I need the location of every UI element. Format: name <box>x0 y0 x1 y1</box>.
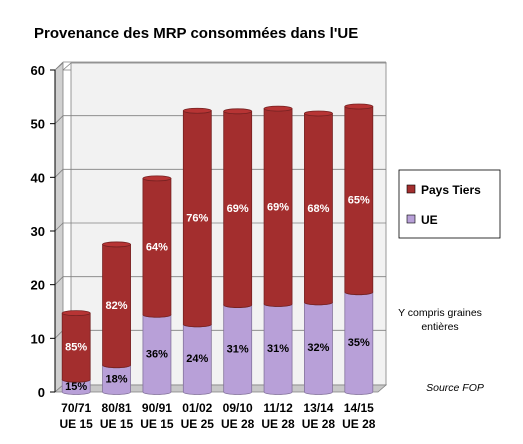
x-tick-label-region: UE 28 <box>221 417 255 431</box>
bars: 15% 85% 18% 82% 36% 64% 24% 76% 31% 69% 31% 69% 32% 6… <box>61 103 374 395</box>
bar-segment-cap <box>142 175 172 182</box>
bar-segment-cap <box>263 105 293 112</box>
chart-title: Provenance des MRP consommées dans l'UE <box>34 25 358 42</box>
bar-segment-ue <box>102 364 131 395</box>
x-tick-label-region: UE 15 <box>140 417 174 431</box>
bar-segment-ue <box>223 304 253 395</box>
data-label: 36% <box>146 348 168 360</box>
legend-box <box>398 169 501 239</box>
gridline-side <box>54 222 64 232</box>
y-tick-label: 60 <box>31 63 45 78</box>
data-label: 68% <box>307 203 329 215</box>
gridline-side <box>54 115 64 124</box>
y-tick-label: 20 <box>31 278 45 293</box>
data-label: 69% <box>267 201 289 213</box>
bar-segment-ue <box>142 314 172 395</box>
data-label: 32% <box>307 342 329 354</box>
x-axis: 70/71 UE 15 80/81 UE 15 90/91 UE 15 01/02 UE 25… <box>60 401 376 431</box>
bar-segment-cap <box>344 103 374 110</box>
y-axis: 0 10 20 30 40 50 60 <box>31 63 56 400</box>
bar-segment-pays-tiers <box>304 113 333 306</box>
data-label: 31% <box>267 343 289 355</box>
bar-segment-cap <box>223 108 253 115</box>
legend-swatch <box>406 214 416 224</box>
x-tick-label-period: 80/81 <box>102 401 132 415</box>
bar-segment-ue <box>344 291 374 395</box>
x-tick-label-period: 09/10 <box>223 401 253 415</box>
x-tick-label-region: UE 15 <box>60 417 94 431</box>
gridline-side <box>54 330 64 339</box>
x-tick-label-period: 70/71 <box>61 401 91 415</box>
bar-segment-pays-tiers <box>223 110 253 308</box>
x-tick-label-period: 11/12 <box>263 401 293 415</box>
data-label: 82% <box>106 300 128 312</box>
bar-segment-cap <box>304 110 333 117</box>
y-tick-label: 50 <box>31 117 45 132</box>
annotation-line-1: Y compris graines <box>398 307 482 319</box>
legend: Pays Tiers UE <box>406 183 481 227</box>
bar-segment-pays-tiers <box>61 312 91 383</box>
data-label: 76% <box>186 213 208 225</box>
data-label: 24% <box>186 353 208 365</box>
data-label: 69% <box>227 203 249 215</box>
x-tick-label-region: UE 28 <box>261 417 295 431</box>
bar-segment-ue <box>263 303 293 395</box>
x-tick-label-period: 01/02 <box>182 401 212 415</box>
y-tick-label: 0 <box>38 385 45 400</box>
legend-label: UE <box>421 213 438 227</box>
x-tick-label-region: UE 25 <box>181 417 215 431</box>
data-label: 64% <box>146 242 168 254</box>
bar-segment-pays-tiers <box>142 178 172 318</box>
source-note: Source FOP <box>426 382 484 394</box>
data-label: 31% <box>227 344 249 356</box>
gridline-side <box>54 276 64 285</box>
x-tick-label-period: 13/14 <box>303 401 333 415</box>
bar-segment-cap <box>102 241 131 248</box>
gridline-side <box>54 169 64 178</box>
bar-segment-ue <box>304 301 333 395</box>
y-tick-label: 30 <box>31 224 45 239</box>
data-label: 18% <box>106 374 128 386</box>
bar-segment-pays-tiers <box>102 244 131 369</box>
bar-segment-pays-tiers <box>344 106 374 296</box>
y-tick-label: 40 <box>31 170 45 185</box>
x-tick-label-region: UE 28 <box>302 417 336 431</box>
bar-segment-pays-tiers <box>182 110 212 328</box>
x-tick-label-region: UE 15 <box>100 417 134 431</box>
y-tick-label: 10 <box>31 331 45 346</box>
data-label: 35% <box>348 337 370 349</box>
legend-swatch <box>406 184 416 194</box>
bar-segment-cap <box>182 107 212 114</box>
data-label: 85% <box>65 341 87 353</box>
bar-segment-cap <box>61 310 91 317</box>
data-label: 65% <box>348 194 370 206</box>
gridline-side <box>54 61 64 71</box>
annotation-line-2: entières <box>421 321 458 333</box>
bar-segment-pays-tiers <box>263 108 293 307</box>
legend-label: Pays Tiers <box>421 183 481 197</box>
bar-segment-ue <box>182 323 212 395</box>
x-tick-label-region: UE 28 <box>342 417 376 431</box>
bar-segment-ue <box>61 379 91 395</box>
data-label: 15% <box>65 381 87 393</box>
x-tick-label-period: 90/91 <box>142 401 172 415</box>
x-tick-label-period: 14/15 <box>344 401 374 415</box>
